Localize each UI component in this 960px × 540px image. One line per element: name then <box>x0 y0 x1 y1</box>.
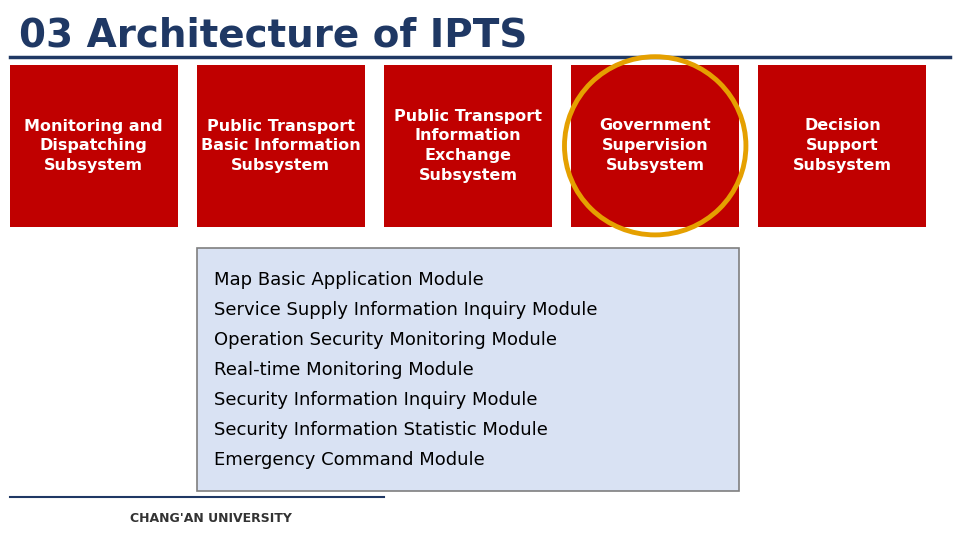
Text: Service Supply Information Inquiry Module: Service Supply Information Inquiry Modul… <box>214 301 597 319</box>
Text: Decision
Support
Subsystem: Decision Support Subsystem <box>793 118 892 173</box>
Text: Monitoring and
Dispatching
Subsystem: Monitoring and Dispatching Subsystem <box>24 118 163 173</box>
Text: Security Information Inquiry Module: Security Information Inquiry Module <box>214 391 538 409</box>
Text: Government
Supervision
Subsystem: Government Supervision Subsystem <box>599 118 711 173</box>
Text: Real-time Monitoring Module: Real-time Monitoring Module <box>214 361 474 379</box>
FancyBboxPatch shape <box>197 65 365 227</box>
Text: CHANG'AN UNIVERSITY: CHANG'AN UNIVERSITY <box>131 512 292 525</box>
Text: Security Information Statistic Module: Security Information Statistic Module <box>214 421 548 439</box>
Text: Map Basic Application Module: Map Basic Application Module <box>214 271 484 289</box>
FancyBboxPatch shape <box>384 65 552 227</box>
Text: Emergency Command Module: Emergency Command Module <box>214 451 485 469</box>
FancyBboxPatch shape <box>197 248 739 491</box>
FancyBboxPatch shape <box>758 65 926 227</box>
Text: 03 Architecture of IPTS: 03 Architecture of IPTS <box>19 16 528 54</box>
FancyBboxPatch shape <box>10 65 178 227</box>
Text: Operation Security Monitoring Module: Operation Security Monitoring Module <box>214 331 557 349</box>
Text: Public Transport
Basic Information
Subsystem: Public Transport Basic Information Subsy… <box>201 118 361 173</box>
FancyBboxPatch shape <box>571 65 739 227</box>
Text: Public Transport
Information
Exchange
Subsystem: Public Transport Information Exchange Su… <box>394 109 542 183</box>
